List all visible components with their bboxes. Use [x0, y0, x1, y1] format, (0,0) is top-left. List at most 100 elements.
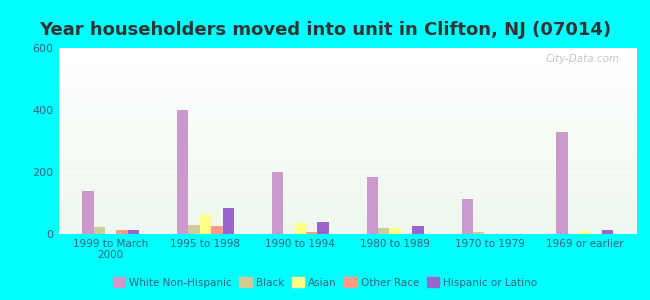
Bar	[58, 165, 637, 166]
Bar	[367, 177, 378, 234]
Bar	[389, 228, 401, 234]
Bar	[58, 159, 637, 160]
Bar	[58, 100, 637, 101]
Bar	[58, 178, 637, 179]
Bar	[222, 208, 234, 234]
Bar	[58, 51, 637, 52]
Bar	[58, 67, 637, 68]
Bar	[58, 58, 637, 59]
Bar	[58, 105, 637, 106]
Bar	[58, 57, 637, 58]
Bar	[82, 190, 94, 234]
Bar	[58, 157, 637, 158]
Bar	[602, 230, 614, 234]
Bar	[58, 119, 637, 120]
Bar	[58, 228, 637, 229]
Bar	[58, 182, 637, 183]
Bar	[58, 133, 637, 134]
Bar	[58, 61, 637, 62]
Bar	[58, 205, 637, 206]
Bar	[58, 199, 637, 200]
Bar	[58, 203, 637, 204]
Bar	[200, 215, 211, 234]
Bar	[58, 146, 637, 147]
Bar	[58, 219, 637, 220]
Bar	[58, 107, 637, 108]
Bar	[58, 54, 637, 55]
Bar	[58, 76, 637, 77]
Bar	[58, 113, 637, 114]
Bar	[58, 156, 637, 157]
Bar	[58, 181, 637, 182]
Bar	[58, 92, 637, 93]
Bar	[58, 195, 637, 196]
Bar	[94, 227, 105, 234]
Bar	[58, 177, 637, 178]
Bar	[58, 69, 637, 70]
Bar	[58, 145, 637, 146]
Bar	[58, 102, 637, 103]
Bar	[58, 70, 637, 71]
Bar	[58, 227, 637, 228]
Bar	[58, 106, 637, 107]
Bar	[58, 206, 637, 207]
Bar	[58, 91, 637, 92]
Bar	[58, 215, 637, 216]
Bar	[58, 48, 637, 49]
Bar	[58, 74, 637, 75]
Bar	[58, 160, 637, 161]
Text: City-Data.com: City-Data.com	[545, 54, 619, 64]
Bar	[58, 126, 637, 127]
Bar	[58, 88, 637, 89]
Bar	[58, 86, 637, 87]
Bar	[58, 55, 637, 56]
Bar	[58, 53, 637, 54]
Bar	[58, 79, 637, 80]
Text: Year householders moved into unit in Clifton, NJ (07014): Year householders moved into unit in Cli…	[39, 21, 611, 39]
Bar	[58, 122, 637, 123]
Bar	[58, 188, 637, 189]
Bar	[58, 218, 637, 219]
Bar	[58, 98, 637, 99]
Bar	[58, 162, 637, 163]
Bar	[58, 120, 637, 121]
Bar	[58, 151, 637, 152]
Bar	[58, 124, 637, 125]
Bar	[58, 127, 637, 128]
Bar	[58, 212, 637, 213]
Bar	[58, 213, 637, 214]
Bar	[58, 202, 637, 203]
Bar	[58, 49, 637, 50]
Bar	[58, 138, 637, 139]
Bar	[58, 80, 637, 82]
Bar	[58, 87, 637, 88]
Bar	[58, 68, 637, 69]
Bar	[58, 72, 637, 73]
Bar	[58, 186, 637, 187]
Bar	[58, 84, 637, 85]
Bar	[58, 60, 637, 61]
Bar	[58, 200, 637, 202]
Bar	[58, 210, 637, 211]
Bar	[58, 166, 637, 167]
Bar	[378, 228, 389, 234]
Bar	[58, 223, 637, 224]
Bar	[58, 230, 637, 231]
Bar	[58, 216, 637, 217]
Bar	[58, 191, 637, 192]
Bar	[58, 211, 637, 212]
Bar	[58, 63, 637, 64]
Bar	[116, 230, 128, 234]
Bar	[58, 65, 637, 66]
Bar	[58, 184, 637, 185]
Bar	[128, 230, 139, 234]
Bar	[58, 171, 637, 172]
Bar	[58, 220, 637, 221]
Bar	[58, 148, 637, 149]
Bar	[58, 139, 637, 140]
Bar	[58, 78, 637, 79]
Bar	[58, 158, 637, 159]
Bar	[58, 108, 637, 110]
Bar	[58, 112, 637, 113]
Bar	[58, 221, 637, 222]
